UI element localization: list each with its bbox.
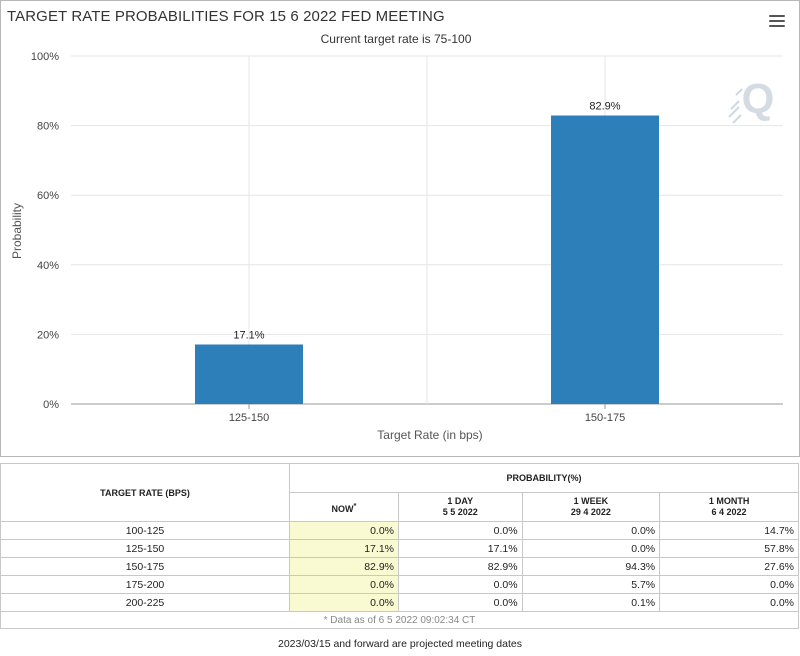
probability-cell: 57.8% (659, 539, 799, 558)
projected-dates-note: 2023/03/15 and forward are projected mee… (278, 638, 522, 650)
probability-cell: 82.9% (398, 557, 523, 576)
probability-cell: 0.0% (521, 539, 661, 558)
column-header-date: 29 4 2022 (570, 507, 611, 517)
footnote-row: * Data as of 6 5 2022 09:02:34 CT (0, 611, 799, 629)
chart-bars (195, 115, 659, 405)
target-rate-cell: 200-225 (0, 593, 290, 612)
probability-header: PROBABILITY(%) (289, 463, 799, 493)
target-rate-cell: 100-125 (0, 521, 290, 540)
column-header: 1 MONTH 6 4 2022 (659, 492, 799, 522)
chart-subtitle: Current target rate is 75-100 (320, 32, 472, 46)
column-header-date: 5 5 2022 (442, 507, 478, 517)
y-tick-label: 100% (31, 51, 59, 63)
hamburger-menu-icon[interactable] (769, 15, 785, 28)
probability-cell: 5.7% (521, 575, 661, 594)
probability-cell: 0.0% (521, 521, 661, 540)
target-rate-cell: 125-150 (0, 539, 290, 558)
bar[interactable] (195, 344, 303, 404)
probability-cell: 0.0% (659, 593, 799, 612)
probability-cell: 0.1% (521, 593, 661, 612)
probability-cell: 14.7% (659, 521, 799, 540)
bar[interactable] (551, 115, 659, 405)
column-header-label: 1 WEEK (573, 496, 609, 506)
x-axis-title: Target Rate (in bps) (377, 428, 482, 442)
bar-chart: Q 0% 20% 40% 60% 80% 100% 17.1% 125-150 82.9% 150… (10, 51, 783, 442)
q-logo-icon: Q (728, 75, 775, 124)
bar-data-label: 17.1% (233, 329, 264, 341)
y-tick-label: 40% (37, 260, 59, 272)
probability-cell: 0.0% (398, 575, 523, 594)
column-header-label: 1 MONTH (708, 496, 750, 506)
probability-cell: 0.0% (398, 593, 523, 612)
chart-title: TARGET RATE PROBABILITIES FOR 15 6 2022 … (7, 8, 445, 25)
probability-table: TARGET RATE (BPS) PROBABILITY(%) NOW* 1 D… (0, 463, 799, 629)
column-header-label: 1 DAY (447, 496, 474, 506)
svg-text:Q: Q (742, 75, 775, 122)
column-header-sup: * (353, 500, 357, 510)
probability-cell: 0.0% (398, 521, 523, 540)
probability-cell: 94.3% (521, 557, 661, 576)
data-as-of-footnote: * Data as of 6 5 2022 09:02:34 CT (0, 611, 799, 629)
y-tick-label: 60% (37, 190, 59, 202)
probability-cell: 0.0% (289, 521, 399, 540)
probability-cell: 17.1% (398, 539, 523, 558)
x-tick-label: 150-175 (585, 412, 625, 424)
table-row: 175-200 0.0% 0.0% 5.7% 0.0% (0, 575, 799, 594)
y-tick-label: 0% (43, 399, 59, 411)
target-rate-cell: 150-175 (0, 557, 290, 576)
table-row: 125-150 17.1% 17.1% 0.0% 57.8% (0, 539, 799, 558)
column-header-date: 6 4 2022 (711, 507, 747, 517)
column-header: 1 DAY 5 5 2022 (398, 492, 523, 522)
probability-cell: 27.6% (659, 557, 799, 576)
probability-cell: 0.0% (289, 593, 399, 612)
probability-cell: 0.0% (289, 575, 399, 594)
table-row: 200-225 0.0% 0.0% 0.1% 0.0% (0, 593, 799, 612)
probability-cell: 0.0% (659, 575, 799, 594)
target-rate-cell: 175-200 (0, 575, 290, 594)
chart-panel: TARGET RATE PROBABILITIES FOR 15 6 2022 … (0, 0, 800, 457)
table-row: 150-175 82.9% 82.9% 94.3% 27.6% (0, 557, 799, 576)
chart-labels: 0% 20% 40% 60% 80% 100% 17.1% 125-150 82.9% 150-1… (31, 51, 625, 424)
chart-grid (71, 55, 783, 409)
column-header: NOW* (289, 492, 399, 522)
target-rate-header: TARGET RATE (BPS) (0, 463, 290, 522)
y-tick-label: 80% (37, 121, 59, 133)
probability-cell: 17.1% (289, 539, 399, 558)
column-header-label: NOW (331, 503, 354, 514)
y-tick-label: 20% (37, 329, 59, 341)
column-header: 1 WEEK 29 4 2022 (521, 492, 661, 522)
y-axis-title: Probability (10, 203, 24, 259)
probability-cell: 82.9% (289, 557, 399, 576)
table-row: 100-125 0.0% 0.0% 0.0% 14.7% (0, 521, 799, 540)
bar-data-label: 82.9% (589, 101, 620, 113)
x-tick-label: 125-150 (229, 412, 269, 424)
